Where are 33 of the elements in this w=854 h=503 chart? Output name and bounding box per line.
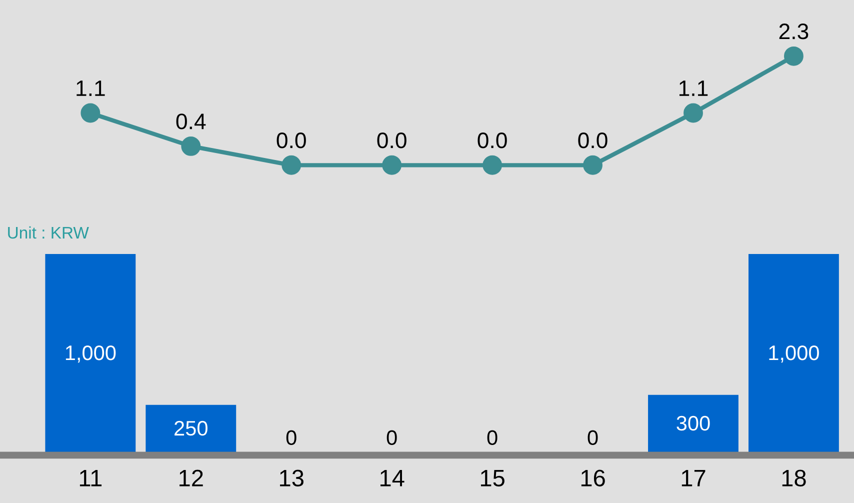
x-tick-label: 12 (180, 470, 203, 486)
x-tick-label: 17 (682, 470, 706, 486)
x-tick-label: 16 (581, 470, 605, 486)
x-tick-label: 18 (782, 470, 806, 486)
point (80, 103, 100, 123)
point (684, 103, 703, 123)
data-label: 1.1 (76, 80, 105, 96)
data-label: 0 (286, 430, 296, 446)
x-tick-label: 11 (80, 470, 102, 486)
point (181, 136, 201, 156)
data-label: 0.0 (276, 132, 306, 148)
data-label: 1.1 (679, 80, 708, 96)
data-label: 0.0 (377, 132, 406, 148)
data-label: 0 (588, 430, 598, 446)
data-label: 0 (487, 430, 498, 446)
point (784, 46, 804, 66)
data-label: 300 (676, 416, 710, 431)
data-label: 250 (174, 420, 208, 436)
x-tick-label: 14 (380, 470, 404, 486)
data-label: 1,000 (66, 345, 116, 363)
data-label: 0.0 (578, 132, 608, 148)
data-label: 0.4 (176, 114, 206, 130)
point (382, 155, 402, 175)
data-label: 2.3 (779, 24, 808, 40)
text: Unit : KRW (8, 226, 89, 239)
data-label: 1,000 (769, 345, 819, 363)
data-label: 0 (386, 430, 397, 446)
point (583, 155, 602, 175)
data-label: 0.0 (478, 132, 507, 148)
point (482, 155, 502, 175)
point (282, 155, 302, 175)
x-tick-label: 13 (280, 470, 304, 486)
x-tick-label: 15 (480, 470, 504, 486)
